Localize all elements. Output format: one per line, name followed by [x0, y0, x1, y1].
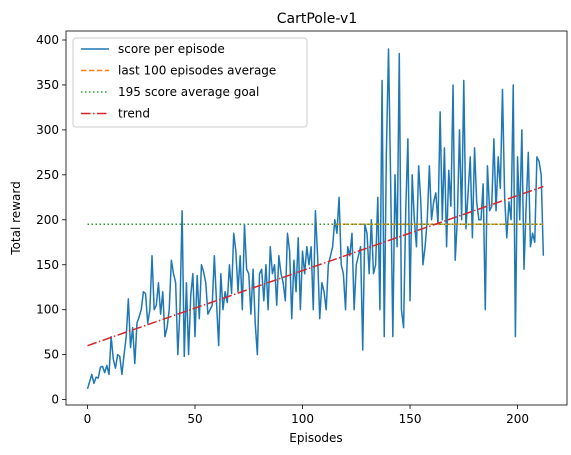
y-tick-label: 400 [36, 33, 59, 47]
y-axis: 0 50 100 150 200 250 300 350 400 [36, 33, 66, 407]
series-line-1 [86, 48, 545, 390]
x-axis: 0 50 100 150 200 [84, 405, 529, 426]
x-tick-label: 200 [506, 412, 529, 426]
y-tick-label: 200 [36, 213, 59, 227]
y-tick-label: 0 [51, 393, 59, 407]
plot-frame [65, 30, 568, 406]
legend-box [72, 37, 308, 128]
legend-label: 195 score average goal [118, 85, 259, 99]
y-axis-title: Total reward [9, 181, 23, 255]
legend-label: score per episode [118, 42, 225, 56]
y-tick-label: 250 [36, 168, 59, 182]
x-tick-label: 50 [187, 412, 202, 426]
series-line-4 [87, 185, 544, 347]
x-tick-label: 150 [399, 412, 422, 426]
y-tick-label: 350 [36, 78, 59, 92]
series-layer [86, 48, 545, 390]
y-tick-label: 150 [36, 258, 59, 272]
x-tick-label: 0 [84, 412, 92, 426]
y-tick-label: 50 [44, 348, 59, 362]
x-axis-title: Episodes [289, 431, 342, 445]
legend-label: last 100 episodes average [118, 64, 276, 78]
legend: score per episode last 100 episodes avera… [72, 37, 308, 128]
x-tick-label: 100 [291, 412, 314, 426]
chart-title: CartPole-v1 [277, 11, 357, 27]
legend-label: trend [118, 107, 150, 121]
y-tick-label: 300 [36, 123, 59, 137]
y-tick-label: 100 [36, 303, 59, 317]
